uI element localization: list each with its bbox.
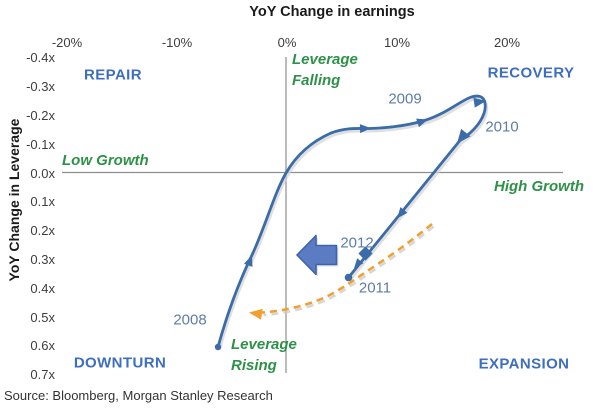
year-label-2011: 2011 [358,279,392,297]
y-tick-label: -0.4x [26,50,55,66]
expected-path-shadow [263,225,435,317]
expected-path-arrowhead-icon [249,308,263,320]
y-tick-label: -0.2x [26,107,55,123]
cycle-path [216,94,487,349]
quadrant-label-recovery: RECOVERY [487,64,575,82]
quadrant-label-downturn: DOWNTURN [73,354,167,372]
arrowhead-icon [244,255,253,267]
y-tick-label: 0.0x [30,165,55,181]
phase-label-low-growth: Low Growth [62,152,149,169]
phase-label-leverage-falling: Leverage Falling [292,51,358,89]
x-tick-label: 10% [383,35,411,50]
point-2012-diamond [358,246,373,261]
expected-path-dashed [261,222,433,314]
arrowhead-icon [473,97,486,108]
x-tick-label: -20% [51,35,83,50]
chart-title: YoY Change in earnings [249,4,415,20]
y-tick-label: 0.5x [30,309,55,325]
x-tick-label: 0% [277,35,297,50]
y-tick-label: 0.2x [30,223,55,239]
block-arrow-left-icon [296,234,338,276]
source-note: Source: Bloomberg, Morgan Stanley Resear… [4,388,273,403]
quadrant-label-expansion: EXPANSION [478,355,570,373]
y-tick-label: -0.3x [26,79,55,95]
year-label-2009: 2009 [388,90,422,108]
x-tick-label: -10% [161,35,193,50]
year-label-2008: 2008 [173,311,207,329]
phase-label-leverage-rising: Leverage Rising [231,336,297,374]
arrowhead-icon [457,128,471,144]
year-label-2010: 2010 [485,118,519,136]
x-tick-label: 20% [493,35,521,50]
cycle-path-arrowheads [244,97,486,269]
arrowhead-icon [354,258,364,269]
y-tick-label: 0.6x [30,338,55,354]
y-tick-label: 0.3x [30,251,55,267]
point-2011-dot [344,273,353,282]
y-tick-label: 0.4x [30,280,55,296]
year-label-2012: 2012 [340,234,374,252]
cycle-path-shadow [218,97,489,350]
quadrant-label-repair: REPAIR [84,66,142,84]
arrowhead-icon [416,118,428,128]
y-tick-label: 0.7x [30,367,55,383]
arrowhead-icon [359,124,371,134]
arrowhead-icon [397,207,408,219]
y-tick-label: -0.1x [26,136,55,152]
phase-label-high-growth: High Growth [494,178,584,195]
point-2008-dot [214,343,222,351]
y-tick-label: 0.1x [30,194,55,210]
